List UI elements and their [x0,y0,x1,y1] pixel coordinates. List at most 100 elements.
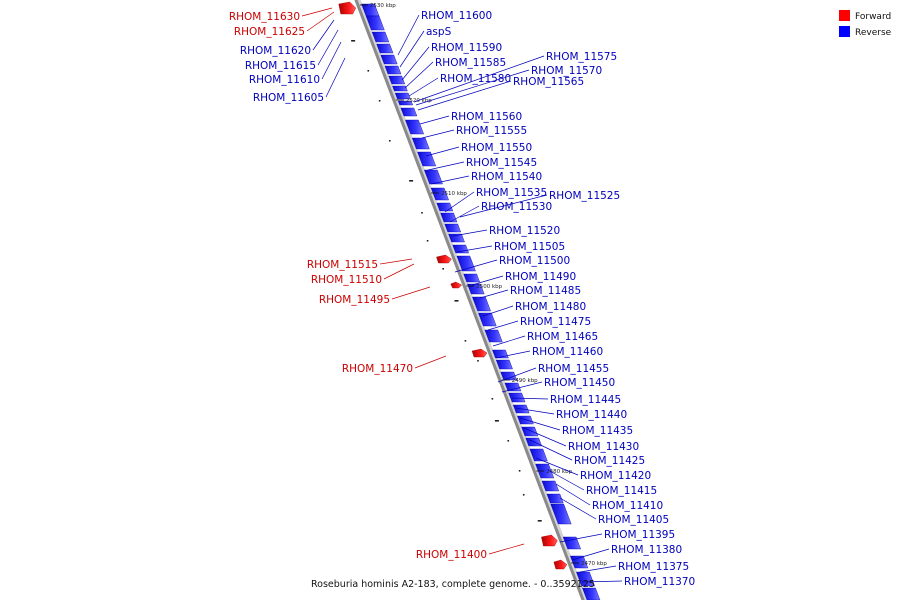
reverse-gene-block [365,15,385,31]
reverse-gene-label: RHOM_11380 [611,544,682,556]
reverse-gene-label: RHOM_11430 [568,441,639,453]
leader-line [515,407,555,415]
reverse-gene-block [484,329,503,343]
reverse-gene-label: RHOM_11500 [499,255,570,267]
reverse-gene-block [392,85,408,92]
feature-marks-layer [351,40,542,522]
genome-backbone [354,0,585,600]
legend-reverse-swatch [839,26,850,37]
reverse-gene-block [440,212,458,223]
reverse-gene-label: RHOM_11370 [624,576,695,588]
leader-line [301,7,333,17]
forward-gene-label: RHOM_11625 [234,26,305,38]
reverse-gene-label: RHOM_11600 [421,10,492,22]
reverse-gene-block [371,31,390,43]
reverse-gene-block [562,536,581,550]
forward-gene-block [338,1,357,15]
reverse-gene-label: RHOM_11615 [245,60,316,72]
leader-line [555,483,591,506]
leader-line [425,146,460,157]
leader-line [479,289,509,299]
reverse-gene-block [444,223,462,233]
reverse-gene-block [504,382,522,392]
leader-line [454,259,498,273]
feature-mark [522,494,525,496]
feature-mark [494,420,499,422]
forward-gene-block [450,281,463,289]
reverse-gene-block [463,273,480,283]
reverse-gene-block [582,587,601,600]
reverse-gene-block [550,503,572,525]
leader-line [511,397,549,400]
leader-line [444,191,475,213]
reverse-gene-label: RHOM_11505 [494,241,565,253]
reverse-gene-label: RHOM_11475 [520,316,591,328]
reverse-gene-label: RHOM_11545 [466,157,537,169]
reverse-gene-label: RHOM_11580 [440,73,511,85]
reverse-gene-block [541,480,560,492]
leader-line [417,80,512,111]
reverse-gene-label: RHOM_11590 [431,42,502,54]
reverse-gene-block [411,137,430,150]
legend-forward-swatch [839,10,850,21]
reverse-gene-label: RHOM_11490 [505,271,576,283]
forward-gene-block [553,559,568,570]
reverse-gene-block [448,233,465,243]
reverse-gene-block [472,296,491,312]
reverse-gene-block [546,493,564,504]
leader-line [579,565,617,573]
labels-layer: RHOM_11630 RHOM_11625 RHOM_11515 RHOM_11510… [229,7,695,588]
scale-tick-label: 2500 kbp [476,284,502,290]
leader-line [391,286,431,300]
leader-line [430,175,470,185]
leader-line [487,320,519,331]
reverse-gene-label: RHOM_11570 [531,65,602,77]
reverse-gene-label: RHOM_11575 [546,51,617,63]
feature-mark [442,268,444,270]
reverse-gene-label: RHOM_11425 [574,455,645,467]
leader-line [312,19,335,51]
leader-line [559,533,603,543]
reverse-gene-block [424,169,443,185]
leader-line [471,275,504,286]
leader-line [321,41,342,80]
forward-gene-block [541,534,558,547]
reverse-gene-block [430,187,449,201]
reverse-gene-block [394,92,411,100]
forward-gene-label: RHOM_11470 [342,363,413,375]
reverse-gene-block [400,107,418,117]
reverse-gene-label: RHOM_11540 [471,171,542,183]
feature-mark [409,180,414,182]
reverse-gene-label: RHOM_11445 [550,394,621,406]
legend: Forward Reverse [839,10,892,38]
reverse-gene-label: RHOM_11420 [580,470,651,482]
reverse-gene-label: RHOM_11465 [527,331,598,343]
reverse-gene-label: RHOM_11620 [240,45,311,57]
leader-line [404,61,434,89]
forward-gene-label: RHOM_11515 [307,259,378,271]
reverse-gene-label: RHOM_11520 [489,225,560,237]
leader-line [401,46,430,81]
leader-line [325,57,346,98]
reverse-gene-block [500,371,518,381]
leader-line [459,194,548,218]
reverse-gene-label: RHOM_11450 [544,377,615,389]
leader-line [529,439,573,461]
forward-gene-label: RHOM_11510 [311,274,382,286]
reverse-gene-label: RHOM_11610 [249,74,320,86]
reverse-gene-block [478,312,497,327]
legend-forward-label: Forward [855,12,891,22]
leader-line [535,457,579,476]
scale-tick-label: 2510 kbp [441,191,467,197]
reverse-gene-block [417,151,437,167]
backbone-shadow [355,0,588,600]
reverse-gene-label: RHOM_11485 [510,285,581,297]
leader-line [413,55,545,103]
reverse-gene-block [508,392,526,403]
leader-line [306,11,335,32]
scale-tick-label: 2490 kbp [512,378,538,384]
reverse-gene-block [397,100,414,106]
leader-line [488,543,525,555]
leader-line [415,69,530,106]
reverse-gene-label: RHOM_11535 [476,187,547,199]
